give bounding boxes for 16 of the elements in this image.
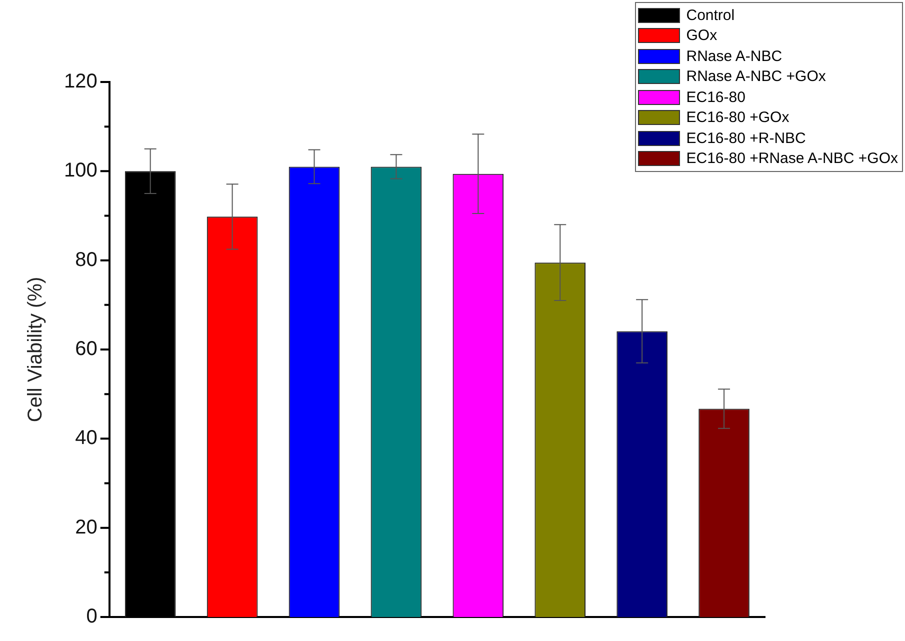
legend-label: EC16-80 +R-NBC xyxy=(686,130,806,147)
legend-label: EC16-80 +GOx xyxy=(686,109,790,126)
y-tick-label: 0 xyxy=(86,606,98,628)
y-tick-label: 80 xyxy=(75,248,98,271)
legend-label: RNase A-NBC xyxy=(686,48,782,65)
y-tick-label: 100 xyxy=(64,160,98,182)
legend-label: EC16-80 xyxy=(686,88,746,106)
legend-label: EC16-80 +RNase A-NBC +GOx xyxy=(686,150,898,168)
y-tick-label: 20 xyxy=(75,516,98,538)
y-tick-label: 40 xyxy=(75,427,98,450)
y-tick-label: 120 xyxy=(64,70,98,93)
legend-label: RNase A-NBC +GOx xyxy=(686,68,826,86)
legend-label: GOx xyxy=(686,27,718,44)
legend-label: Control xyxy=(686,6,735,24)
y-tick-label: 60 xyxy=(75,338,98,360)
y-axis-title: Cell Viability (%) xyxy=(24,276,47,422)
